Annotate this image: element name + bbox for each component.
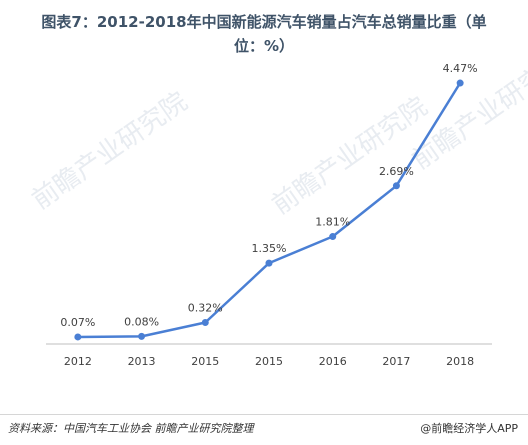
chart-title: 图表7：2012-2018年中国新能源汽车销量占汽车总销量比重（单 位：%）	[0, 10, 528, 58]
chart-title-line2: 位：%）	[233, 37, 295, 55]
source-note: 资料来源：中国汽车工业协会 前瞻产业研究院整理	[8, 422, 254, 435]
data-point	[138, 332, 146, 340]
data-point	[74, 333, 82, 341]
x-tick-label: 2016	[319, 355, 347, 368]
brand-label: @前瞻经济学人APP	[420, 422, 518, 435]
x-tick-labels: 2012 2013 2015 2015 2016 2017 2018	[64, 355, 474, 368]
data-label: 2.69%	[379, 165, 414, 178]
footer-divider	[0, 414, 528, 415]
data-label: 0.08%	[124, 315, 159, 328]
data-point	[265, 259, 273, 267]
x-tick-label: 2013	[128, 355, 156, 368]
data-point	[456, 79, 464, 87]
data-label: 1.81%	[315, 216, 350, 229]
x-tick-label: 2015	[191, 355, 219, 368]
watermark-text: 前瞻产业研究院	[267, 92, 433, 221]
x-tick-label: 2015	[255, 355, 283, 368]
data-points	[74, 79, 464, 341]
x-tick-label: 2018	[446, 355, 474, 368]
watermark-text: 前瞻产业研究院	[27, 87, 193, 216]
data-label: 1.35%	[252, 242, 287, 255]
chart-title-line1: 图表7：2012-2018年中国新能源汽车销量占汽车总销量比重（单	[41, 13, 487, 31]
data-labels: 0.07% 0.08% 0.32% 1.35% 1.81% 2.69% 4.47%	[60, 62, 477, 329]
x-tick-label: 2012	[64, 355, 92, 368]
data-label: 0.07%	[60, 316, 95, 329]
x-tick-label: 2017	[382, 355, 410, 368]
data-point	[329, 233, 337, 241]
data-label: 0.32%	[188, 302, 223, 315]
data-point	[392, 182, 400, 190]
data-label: 4.47%	[443, 62, 478, 75]
data-point	[201, 319, 209, 327]
